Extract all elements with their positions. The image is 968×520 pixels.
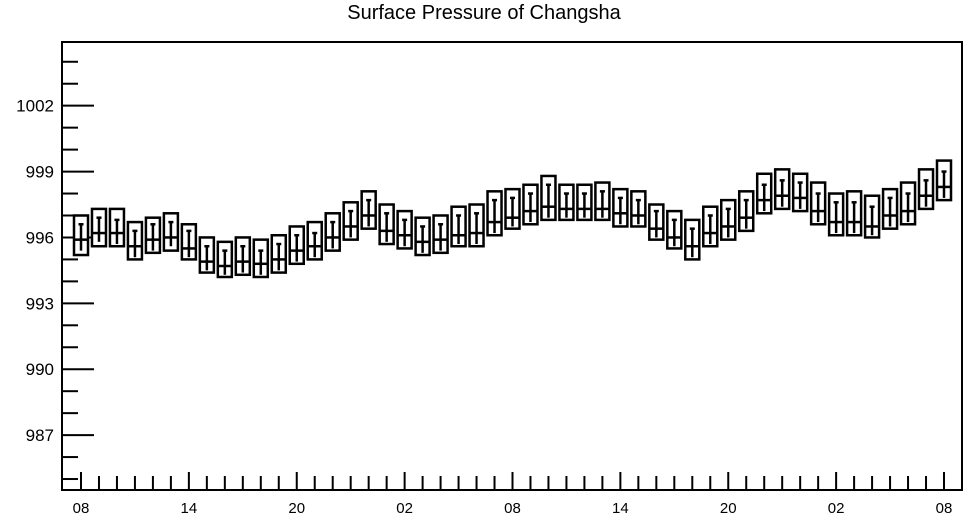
box-item xyxy=(198,236,216,274)
box-item xyxy=(791,172,809,213)
box-item xyxy=(845,190,863,237)
x-axis: 08 14 20 02 08 14 20 02 08 xyxy=(73,472,953,517)
box-item xyxy=(755,172,773,215)
box-item xyxy=(917,168,935,211)
box-item xyxy=(809,181,827,226)
box-item xyxy=(558,183,575,222)
box-item xyxy=(468,203,485,248)
box-item xyxy=(324,212,341,252)
box-item xyxy=(773,168,791,211)
box-item xyxy=(306,220,323,261)
x-tick-label: 20 xyxy=(288,500,305,517)
x-tick-label: 08 xyxy=(73,500,90,517)
box-item xyxy=(252,238,270,279)
plot-frame xyxy=(61,41,963,491)
x-tick-label: 08 xyxy=(504,500,521,517)
box-series xyxy=(72,159,953,279)
box-item xyxy=(414,216,431,257)
x-tick-label: 14 xyxy=(612,500,629,517)
box-item xyxy=(612,187,629,228)
box-item xyxy=(594,181,611,222)
box-item xyxy=(450,205,467,248)
box-item xyxy=(486,190,503,237)
box-item xyxy=(737,190,755,233)
y-tick-label: 996 xyxy=(26,228,54,247)
box-item xyxy=(720,198,737,241)
box-item xyxy=(108,207,126,248)
box-item xyxy=(881,187,899,230)
box-item xyxy=(432,214,449,255)
box-item xyxy=(72,214,90,257)
box-item xyxy=(935,159,953,202)
box-item xyxy=(684,218,701,261)
box-item xyxy=(863,194,881,239)
box-item xyxy=(666,209,683,250)
box-item xyxy=(827,192,845,237)
box-item xyxy=(630,190,647,228)
box-item xyxy=(342,201,359,241)
chart-title: Surface Pressure of Changsha xyxy=(347,2,621,24)
box-item xyxy=(504,187,521,230)
box-item xyxy=(702,205,719,248)
x-tick-label: 20 xyxy=(720,500,737,517)
y-tick-label: 1002 xyxy=(16,97,54,116)
box-item xyxy=(126,220,144,261)
y-axis: 987 990 993 996 999 1002 xyxy=(16,60,94,481)
x-tick-label: 08 xyxy=(936,500,953,517)
x-tick-label: 02 xyxy=(396,500,413,517)
x-tick-label: 02 xyxy=(828,500,845,517)
box-item xyxy=(162,212,180,252)
box-item xyxy=(648,203,665,241)
box-item xyxy=(180,223,198,261)
box-item xyxy=(144,216,162,255)
y-tick-label: 999 xyxy=(26,163,54,182)
box-item xyxy=(540,174,557,222)
y-tick-label: 987 xyxy=(26,426,54,445)
box-item xyxy=(378,203,395,246)
box-item xyxy=(288,225,305,266)
box-item xyxy=(396,209,413,250)
box-item xyxy=(270,234,288,274)
box-item xyxy=(576,183,593,222)
box-item xyxy=(216,240,234,279)
box-item xyxy=(899,181,917,226)
y-tick-label: 993 xyxy=(26,294,54,313)
box-item xyxy=(234,236,252,277)
x-tick-label: 14 xyxy=(181,500,198,517)
box-item xyxy=(90,207,108,248)
box-item xyxy=(360,190,377,230)
box-item xyxy=(522,183,539,226)
y-tick-label: 990 xyxy=(26,360,54,379)
